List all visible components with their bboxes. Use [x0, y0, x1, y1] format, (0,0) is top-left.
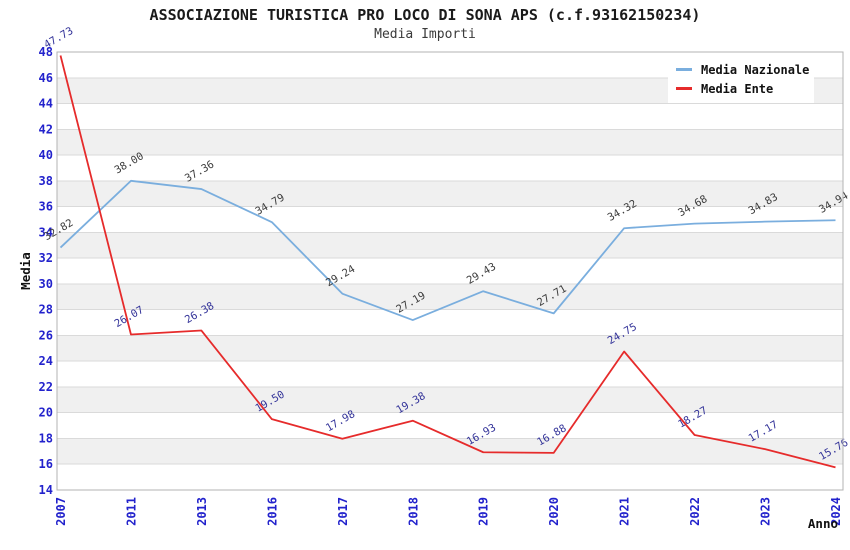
plot-border: [56, 51, 844, 491]
y-tick-label: 34: [39, 225, 53, 239]
chart-title: ASSOCIAZIONE TURISTICA PRO LOCO DI SONA …: [149, 6, 701, 24]
plot-band: [57, 180, 843, 207]
plot-band: [57, 206, 843, 233]
x-tick-label: 2011: [124, 497, 138, 526]
plot-band: [57, 335, 843, 362]
chart-subtitle: Media Importi: [374, 27, 476, 42]
legend-swatch-media-ente: [676, 87, 692, 90]
plot-band: [57, 258, 843, 284]
x-tick-label: 2017: [336, 497, 350, 526]
y-tick-label: 38: [39, 174, 53, 188]
plot-band: [57, 412, 843, 439]
x-tick-label: 2018: [406, 497, 420, 526]
y-tick-label: 14: [39, 483, 53, 497]
y-tick-label: 30: [39, 277, 53, 291]
y-tick-label: 22: [39, 380, 53, 394]
y-tick-label: 28: [39, 303, 53, 317]
x-tick-label: 2020: [547, 497, 561, 526]
plot-band: [57, 386, 843, 413]
y-tick-label: 18: [39, 431, 53, 445]
legend-label: Media Nazionale: [701, 62, 810, 77]
plot-band: [57, 103, 843, 130]
x-tick-label: 2023: [759, 497, 773, 526]
x-tick-label: 2024: [829, 497, 843, 526]
y-tick-label: 32: [39, 251, 53, 265]
y-tick-label: 40: [39, 148, 53, 162]
plot-band: [57, 361, 843, 387]
y-tick-label: 36: [39, 200, 53, 214]
x-tick-label: 2016: [265, 497, 279, 526]
y-axis-title: Media: [18, 252, 33, 290]
legend: Media Nazionale Media Ente: [668, 55, 814, 103]
series-line-media-ente: [59, 55, 836, 469]
plot-band: [57, 438, 843, 465]
x-tick-label: 2007: [54, 497, 68, 526]
y-tick-label: 26: [39, 328, 53, 342]
x-tick-label: 2019: [477, 497, 491, 526]
legend-item-media-ente: Media Ente: [676, 79, 814, 98]
y-tick-label: 42: [39, 122, 53, 136]
y-tick-label: 24: [39, 354, 53, 368]
plot-band: [57, 232, 843, 259]
legend-swatch-media-nazionale: [676, 68, 692, 71]
y-tick-label: 44: [39, 97, 53, 111]
plot-band: [57, 155, 843, 181]
x-axis-title: Anno: [808, 516, 838, 531]
y-tick-label: 20: [39, 406, 53, 420]
legend-item-media-nazionale: Media Nazionale: [676, 60, 814, 79]
legend-label: Media Ente: [701, 81, 774, 96]
plot-band: [57, 129, 843, 156]
plot-band: [57, 464, 843, 490]
x-tick-label: 2022: [688, 497, 702, 526]
y-tick-label: 46: [39, 71, 53, 85]
y-tick-label: 48: [39, 45, 53, 59]
x-tick-label: 2013: [195, 497, 209, 526]
x-tick-label: 2021: [618, 497, 632, 526]
series-line-media-nazionale: [59, 179, 836, 321]
y-tick-label: 16: [39, 457, 53, 471]
